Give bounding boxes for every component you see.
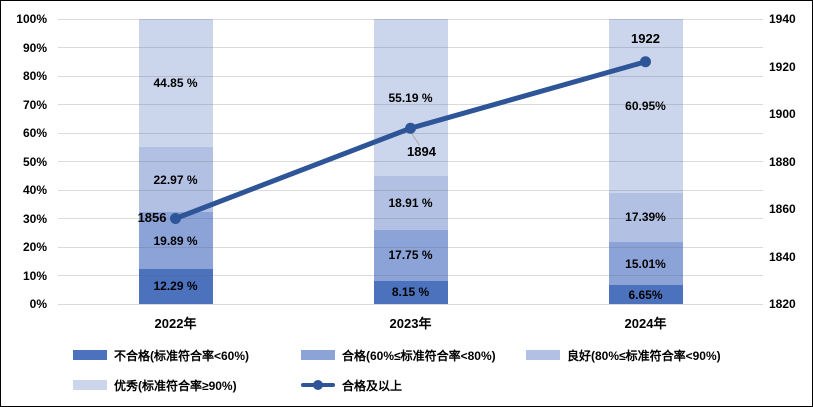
- left-axis-tick-label: 10%: [22, 268, 47, 283]
- legend-item-label: 优秀(标准符合率≥90%): [114, 378, 237, 393]
- right-axis-tick-label: 1860: [769, 202, 796, 216]
- right-axis-tick-label: 1920: [769, 59, 796, 74]
- legend-swatch-icon: [73, 380, 107, 390]
- gridline: [58, 275, 763, 276]
- legend-swatch-icon: [301, 350, 335, 360]
- bar-segment-label: 17.75 %: [388, 248, 433, 263]
- right-axis-tick-label: 1940: [769, 12, 796, 26]
- x-axis-category-label: 2022年: [154, 316, 197, 331]
- legend-swatch-icon: [526, 350, 560, 360]
- line-point-label: 1894: [407, 144, 436, 160]
- legend-item: 良好(80%≤标准符合率<90%): [526, 348, 721, 363]
- bar-segment: 6.65%: [608, 285, 683, 304]
- legend-item-label: 良好(80%≤标准符合率<90%): [567, 348, 721, 363]
- left-axis-tick-label: 80%: [22, 69, 47, 83]
- legend-item-label: 合格及以上: [342, 378, 403, 393]
- left-axis-tick-label: 50%: [22, 154, 47, 169]
- bar-segment-label: 19.89 %: [153, 233, 198, 248]
- bar-segment: 12.29 %: [138, 268, 213, 304]
- bar-segment: 17.75 %: [373, 230, 448, 281]
- legend-item: 优秀(标准符合率≥90%): [73, 378, 237, 393]
- legend-item: 不合格(标准符合率<60%): [73, 348, 250, 363]
- left-axis-tick-label: 40%: [22, 183, 47, 197]
- left-axis-tick-label: 20%: [22, 240, 47, 254]
- gridline: [58, 47, 763, 48]
- legend-item-label: 合格(60%≤标准符合率<80%): [342, 348, 496, 363]
- legend-item: 合格及以上: [301, 378, 403, 393]
- legend-line-dot: [313, 380, 323, 390]
- legend-item-label: 不合格(标准符合率<60%): [114, 348, 250, 363]
- bar-segment: 8.15 %: [373, 280, 448, 304]
- bar-segment-label: 8.15 %: [391, 285, 430, 300]
- x-axis-category-label: 2023年: [389, 316, 432, 331]
- gridline: [58, 303, 763, 305]
- left-axis-tick-label: 70%: [22, 97, 47, 112]
- x-axis-category-label: 2024年: [624, 316, 667, 331]
- right-axis-tick-label: 1900: [769, 107, 796, 121]
- line-point-label: 1922: [631, 30, 660, 46]
- left-axis-tick-label: 60%: [22, 126, 47, 140]
- legend-line-marker-icon: [301, 379, 335, 391]
- bar-segment-label: 12.29 %: [153, 279, 198, 294]
- legend-item: 合格(60%≤标准符合率<80%): [301, 348, 496, 363]
- gridline: [58, 246, 763, 248]
- left-axis-tick-label: 30%: [22, 211, 47, 226]
- right-axis-tick-label: 1820: [769, 297, 796, 311]
- left-axis-tick-label: 100%: [16, 12, 47, 26]
- bar-segment-label: 15.01%: [625, 256, 666, 271]
- left-axis-tick-label: 90%: [22, 40, 47, 55]
- bar-segment-label: 6.65%: [628, 287, 663, 302]
- legend-swatch-icon: [73, 350, 107, 360]
- bar-segment: 15.01%: [608, 242, 683, 286]
- left-axis-tick-label: 0%: [29, 297, 47, 311]
- gridline: [58, 18, 763, 20]
- right-axis-tick-label: 1840: [769, 249, 796, 264]
- line-point-label: 1856: [137, 209, 167, 225]
- right-axis-tick-label: 1880: [769, 154, 796, 169]
